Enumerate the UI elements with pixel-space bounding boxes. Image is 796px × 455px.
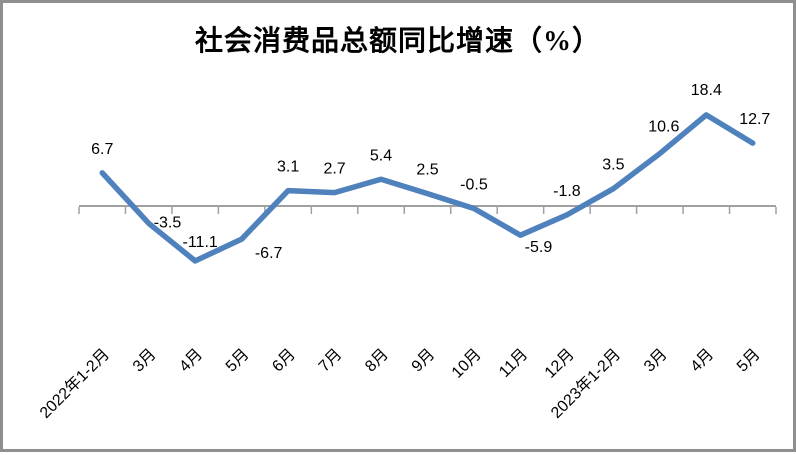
chart-title: 社会消费品总额同比增速（%） <box>194 26 601 57</box>
x-axis-label: 10月 <box>449 346 485 382</box>
data-label: 3.1 <box>277 159 299 176</box>
data-label: 18.4 <box>691 82 722 99</box>
x-axis-label: 4月 <box>687 346 717 376</box>
data-label: -11.1 <box>183 234 218 251</box>
data-label: -1.8 <box>553 183 581 200</box>
data-label: -5.9 <box>525 239 553 256</box>
data-label: 12.7 <box>739 111 770 128</box>
data-label: -0.5 <box>460 176 488 193</box>
x-axis-label: 8月 <box>362 346 392 376</box>
x-axis-label: 6月 <box>269 346 299 376</box>
x-axis-label: 5月 <box>734 346 764 376</box>
x-axis-label: 3月 <box>130 346 160 376</box>
data-label: 6.7 <box>91 141 113 158</box>
data-label: -3.5 <box>154 214 182 231</box>
x-axis-label: 12月 <box>542 346 578 382</box>
data-label: 3.5 <box>602 157 624 174</box>
line-chart-svg: 6.7 -3.5-11.1 -6.7 3.1 2.7 5.4 2.5 -0.5 -5.9 -1.8… <box>36 82 777 422</box>
x-axis-label: 4月 <box>176 346 206 376</box>
data-label: 2.5 <box>416 162 438 179</box>
x-axis-label: 11月 <box>496 346 531 381</box>
x-axis-label: 3月 <box>641 346 671 376</box>
x-axis-label: 9月 <box>409 346 439 376</box>
x-axis-label: 2022年1-2月 <box>36 345 113 422</box>
data-series-line <box>99 112 756 264</box>
x-axis-label: 7月 <box>316 346 346 376</box>
data-label: 5.4 <box>370 147 392 164</box>
data-label: -6.7 <box>255 245 283 262</box>
data-label: 2.7 <box>323 161 345 178</box>
x-axis-label: 5月 <box>223 346 253 376</box>
data-label: 10.6 <box>648 119 679 136</box>
